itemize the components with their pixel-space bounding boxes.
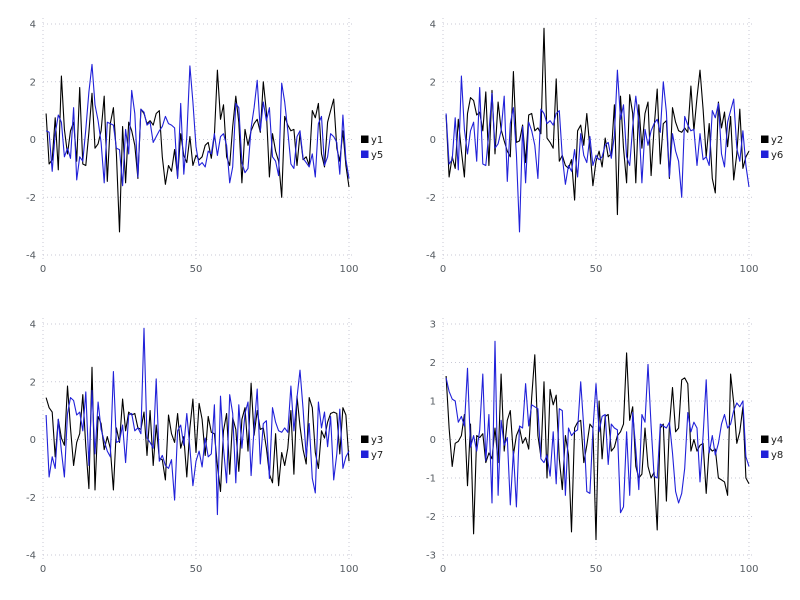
- legend-swatch-y6: [761, 150, 769, 158]
- legend-swatch-y4: [761, 435, 769, 443]
- y-tick-label: 1: [430, 397, 436, 408]
- series-line-y7: [45, 327, 350, 516]
- y-tick-label: 0: [30, 435, 36, 446]
- subplot-top-left: -4 -2 0 2 4 0 50 100 y1 y5: [0, 0, 400, 300]
- subplot-top-right-canvas: -4 -2 0 2 4 0 50 100 y2 y6: [426, 18, 783, 275]
- y-tick-label: -2: [26, 193, 36, 204]
- y-tick-label: -4: [26, 551, 36, 562]
- legend-swatch-y1: [361, 135, 369, 143]
- x-tick-label: 0: [440, 264, 446, 275]
- series-line-y2: [445, 27, 750, 216]
- x-tick-label: 100: [339, 264, 358, 275]
- x-tick-label: 50: [190, 264, 203, 275]
- series-line-y4: [445, 352, 750, 541]
- legend-label-y6: y6: [771, 150, 783, 161]
- x-tick-label: 0: [40, 264, 46, 275]
- legend-swatch-y3: [361, 435, 369, 443]
- legend-label-y1: y1: [371, 135, 383, 146]
- y-tick-label: -2: [426, 193, 436, 204]
- legend-label-y2: y2: [771, 135, 783, 146]
- subplot-bottom-left-canvas: -4 -2 0 2 4 0 50 100 y3 y7: [26, 318, 383, 575]
- series-line-y1: [45, 69, 350, 233]
- legend-swatch-y2: [761, 135, 769, 143]
- x-tick-label: 50: [590, 264, 603, 275]
- x-tick-label: 0: [40, 564, 46, 575]
- subplot-bottom-right: -3 -2 -1 0 1 2 3 0 50 100 y4 y8: [400, 300, 800, 600]
- legend-label-y8: y8: [771, 450, 783, 461]
- y-tick-label: -3: [426, 551, 436, 562]
- y-tick-label: 4: [30, 320, 36, 331]
- y-tick-label: -4: [26, 251, 36, 262]
- y-tick-label: -2: [26, 493, 36, 504]
- y-tick-label: 0: [430, 135, 436, 146]
- legend-swatch-y5: [361, 150, 369, 158]
- legend-swatch-y8: [761, 450, 769, 458]
- series-line-y5: [45, 63, 350, 187]
- legend-label-y4: y4: [771, 435, 783, 446]
- y-tick-label: 4: [30, 20, 36, 31]
- series-line-y8: [445, 340, 750, 514]
- y-tick-label: -4: [426, 251, 436, 262]
- x-tick-label: 100: [339, 564, 358, 575]
- legend-label-y3: y3: [371, 435, 383, 446]
- x-tick-label: 50: [590, 564, 603, 575]
- y-tick-label: 2: [30, 77, 36, 88]
- y-tick-label: 0: [430, 435, 436, 446]
- x-tick-label: 100: [739, 564, 758, 575]
- y-tick-label: -2: [426, 512, 436, 523]
- x-tick-label: 0: [440, 564, 446, 575]
- y-tick-label: -1: [426, 474, 436, 485]
- y-tick-label: 2: [30, 377, 36, 388]
- series-line-y3: [45, 366, 350, 493]
- x-tick-label: 100: [739, 264, 758, 275]
- y-tick-label: 4: [430, 20, 436, 31]
- legend-label-y7: y7: [371, 450, 383, 461]
- y-tick-label: 2: [430, 77, 436, 88]
- subplot-bottom-left: -4 -2 0 2 4 0 50 100 y3 y7: [0, 300, 400, 600]
- subplot-bottom-right-canvas: -3 -2 -1 0 1 2 3 0 50 100 y4 y8: [426, 318, 783, 575]
- y-tick-label: 2: [430, 358, 436, 369]
- y-tick-label: 0: [30, 135, 36, 146]
- subplot-top-right: -4 -2 0 2 4 0 50 100 y2 y6: [400, 0, 800, 300]
- y-tick-label: 3: [430, 320, 436, 331]
- subplot-top-left-canvas: -4 -2 0 2 4 0 50 100 y1 y5: [26, 18, 383, 275]
- legend-label-y5: y5: [371, 150, 383, 161]
- legend-swatch-y7: [361, 450, 369, 458]
- x-tick-label: 50: [190, 564, 203, 575]
- series-line-y6: [445, 69, 750, 233]
